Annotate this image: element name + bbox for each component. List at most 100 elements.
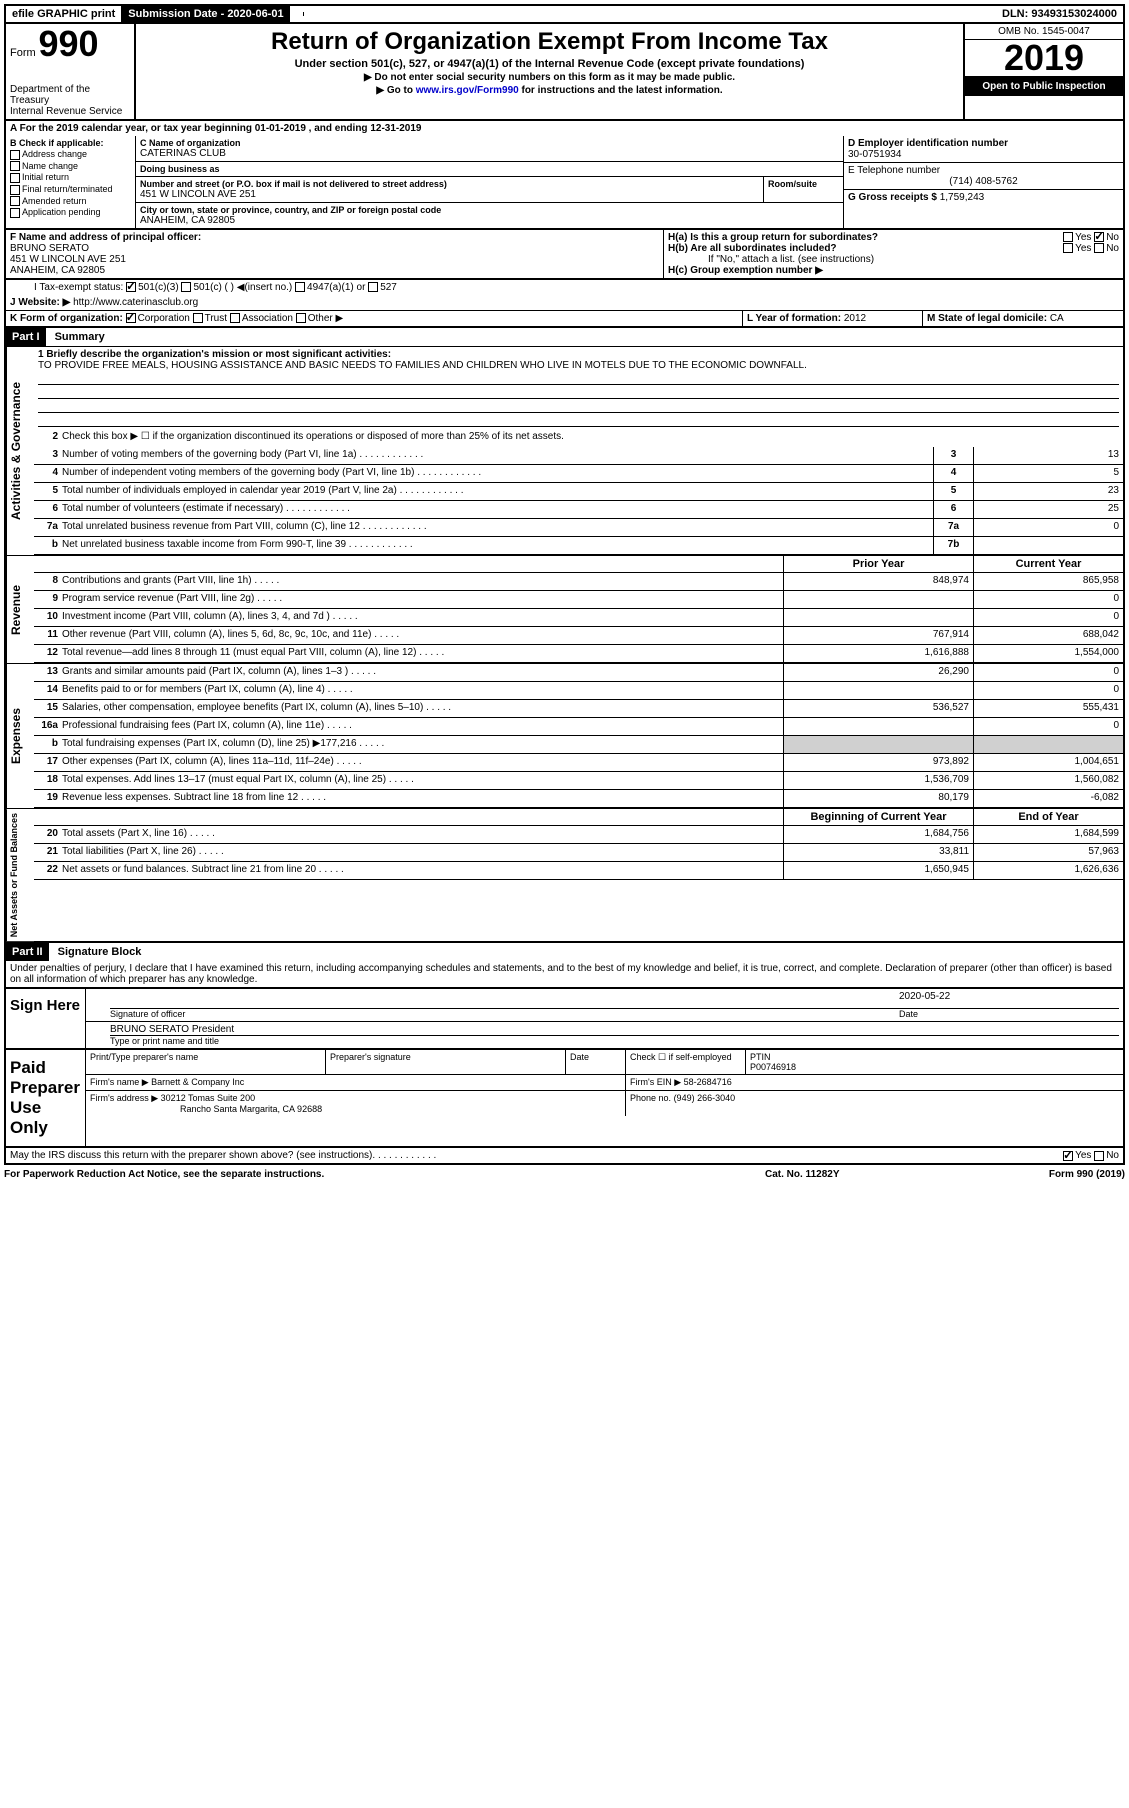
hdr-begin: Beginning of Current Year [783,809,973,825]
form-number: 990 [38,23,98,64]
i-527[interactable] [368,282,378,292]
data-line: 12Total revenue—add lines 8 through 11 (… [34,645,1123,663]
page-footer: For Paperwork Reduction Act Notice, see … [4,1165,1125,1184]
dba-label: Doing business as [140,164,839,174]
i-501c3[interactable] [126,282,136,292]
prep-phone: (949) 266-3040 [674,1093,736,1103]
data-line: 9Program service revenue (Part VIII, lin… [34,591,1123,609]
data-line: 19Revenue less expenses. Subtract line 1… [34,790,1123,808]
ein-value: 30-0751934 [848,149,1119,160]
form990-link[interactable]: www.irs.gov/Form990 [416,85,519,96]
firm-ein-label: Firm's EIN ▶ [630,1077,681,1087]
i-501c[interactable] [181,282,191,292]
instr-nossn: ▶ Do not enter social security numbers o… [142,72,957,83]
col-c: C Name of organization CATERINAS CLUB Do… [136,136,843,228]
k-assoc[interactable] [230,313,240,323]
b-header: B Check if applicable: [10,138,131,148]
chk-amended[interactable] [10,196,20,206]
officer-addr2: ANAHEIM, CA 92805 [10,265,659,276]
gov-line: 4Number of independent voting members of… [34,465,1123,483]
gov-line: 5Total number of individuals employed in… [34,483,1123,501]
vtab-exp: Expenses [6,664,34,808]
chk-name[interactable] [10,161,20,171]
officer-name: BRUNO SERATO [10,243,659,254]
prep-name-label: Print/Type preparer's name [86,1050,326,1074]
room-label: Room/suite [768,179,839,189]
chk-initial[interactable] [10,173,20,183]
l-label: L Year of formation: [747,313,841,324]
city-label: City or town, state or province, country… [140,205,839,215]
gov-line: 7aTotal unrelated business revenue from … [34,519,1123,537]
hb-yes[interactable] [1063,243,1073,253]
agency-label: Department of the Treasury Internal Reve… [10,84,130,117]
ein-label: D Employer identification number [848,138,1119,149]
data-line: 10Investment income (Part VIII, column (… [34,609,1123,627]
part1-title: Summary [49,329,111,345]
vtab-gov: Activities & Governance [6,347,34,555]
discuss-no[interactable] [1094,1151,1104,1161]
tax-year: 2019 [965,40,1123,77]
phone-value: (714) 408-5762 [848,176,1119,187]
discuss-yes[interactable] [1063,1151,1073,1161]
c-name-label: C Name of organization [140,138,839,148]
officer-sig-name: BRUNO SERATO President [110,1024,1119,1036]
firm-addr-label: Firm's address ▶ [90,1093,158,1103]
i-4947[interactable] [295,282,305,292]
f-h-block: F Name and address of principal officer:… [4,230,1125,280]
sig-date: 2020-05-22 [899,991,1119,1009]
sign-here-label: Sign Here [6,989,86,1048]
data-line: 15Salaries, other compensation, employee… [34,700,1123,718]
chk-address[interactable] [10,150,20,160]
data-line: 22Net assets or fund balances. Subtract … [34,862,1123,880]
instr-pre: ▶ Go to [376,85,415,96]
m-value: CA [1050,313,1064,324]
k-corp[interactable] [126,313,136,323]
col-h: H(a) Is this a group return for subordin… [663,230,1123,278]
hb-no[interactable] [1094,243,1104,253]
city-value: ANAHEIM, CA 92805 [140,215,839,226]
ha-yes[interactable] [1063,232,1073,242]
firm-name: Barnett & Company Inc [151,1077,244,1087]
sig-date-label: Date [899,1009,1119,1019]
org-name: CATERINAS CLUB [140,148,839,159]
form-subtitle: Under section 501(c), 527, or 4947(a)(1)… [142,58,957,70]
gov-line: bNet unrelated business taxable income f… [34,537,1123,555]
submission-date: Submission Date - 2020-06-01 [122,6,290,22]
paperwork-notice: For Paperwork Reduction Act Notice, see … [4,1169,765,1180]
prep-check-label: Check ☐ if self-employed [626,1050,746,1074]
f-label: F Name and address of principal officer: [10,232,659,243]
firm-addr2: Rancho Santa Margarita, CA 92688 [90,1104,621,1114]
gross-value: 1,759,243 [940,192,985,203]
vtab-net: Net Assets or Fund Balances [6,809,34,941]
k-other[interactable] [296,313,306,323]
prep-sig-label: Preparer's signature [326,1050,566,1074]
data-line: 13Grants and similar amounts paid (Part … [34,664,1123,682]
part2-title: Signature Block [52,944,148,960]
part2-bar: Part II [6,943,49,961]
discuss-row: May the IRS discuss this return with the… [4,1148,1125,1165]
website-value: http://www.caterinasclub.org [73,297,198,308]
i-label: I Tax-exempt status: [34,282,123,293]
ha-no[interactable] [1094,232,1104,242]
sign-block: Sign Here Signature of officer 2020-05-2… [4,989,1125,1148]
col-f: F Name and address of principal officer:… [6,230,663,278]
gross-label: G Gross receipts $ [848,192,937,203]
vtab-rev: Revenue [6,556,34,663]
q1-label: 1 Briefly describe the organization's mi… [38,349,1119,360]
gov-line: 6Total number of volunteers (estimate if… [34,501,1123,519]
form-title: Return of Organization Exempt From Incom… [142,28,957,56]
col-d: D Employer identification number 30-0751… [843,136,1123,228]
data-line: 11Other revenue (Part VIII, column (A), … [34,627,1123,645]
chk-application[interactable] [10,208,20,218]
k-label: K Form of organization: [10,313,123,324]
efile-label[interactable]: efile GRAPHIC print [6,6,122,22]
data-line: 18Total expenses. Add lines 13–17 (must … [34,772,1123,790]
k-trust[interactable] [193,313,203,323]
discuss-text: May the IRS discuss this return with the… [10,1150,372,1161]
data-line: 8Contributions and grants (Part VIII, li… [34,573,1123,591]
data-line: 14Benefits paid to or for members (Part … [34,682,1123,700]
chk-final[interactable] [10,185,20,195]
data-line: 17Other expenses (Part IX, column (A), l… [34,754,1123,772]
ha-label: H(a) Is this a group return for subordin… [668,232,878,243]
prep-date-label: Date [566,1050,626,1074]
